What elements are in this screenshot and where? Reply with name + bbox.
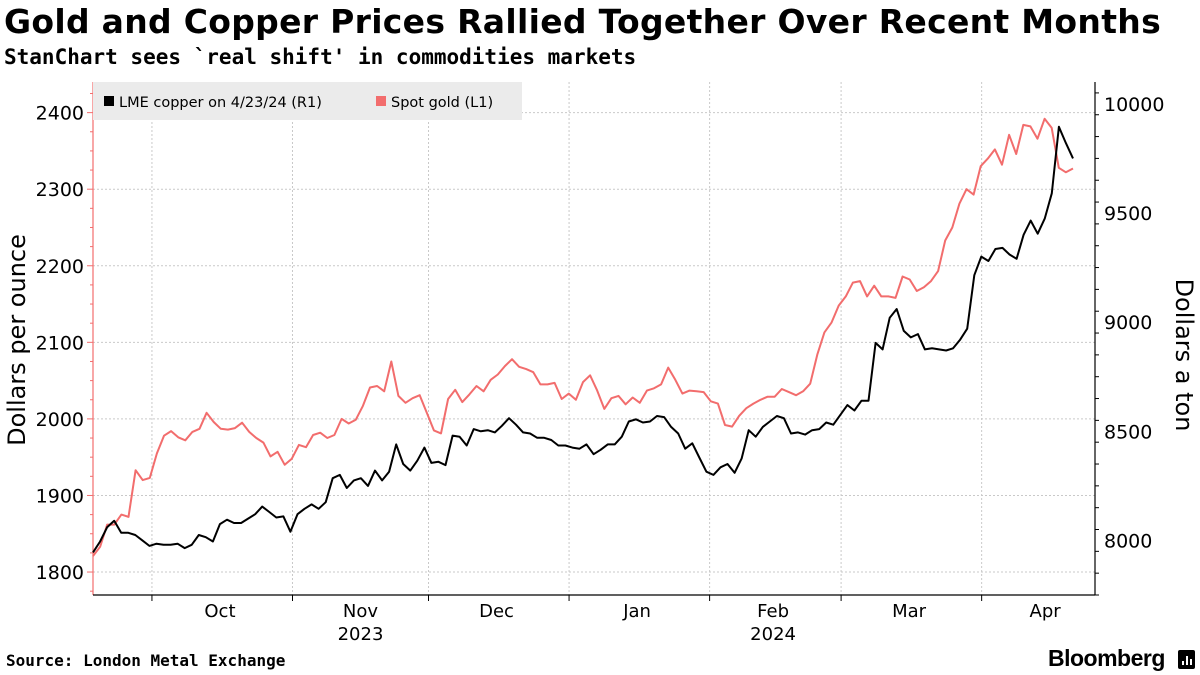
gridlines [93,82,1095,595]
axes [92,82,1096,596]
source-note: Source: London Metal Exchange [6,651,286,670]
left-axis-label: Dollars per ounce [3,234,31,446]
left-tick-label: 2100 [36,332,84,354]
x-tick-label: Mar [892,601,927,622]
x-tick-label: Jan [622,601,651,622]
left-tick-label: 2000 [36,409,84,431]
copper-price-line [92,125,1074,553]
legend: LME copper on 4/23/24 (R1) Spot gold (L1… [93,82,522,120]
left-tick-label: 2300 [36,179,84,201]
legend-background [93,82,522,120]
right-tick-label: 8000 [1104,530,1152,552]
right-tick-label: 9500 [1104,203,1152,225]
chart-subtitle: StanChart sees `real shift' in commoditi… [4,45,637,69]
legend-label-gold: Spot gold (L1) [391,95,493,111]
right-tick-label: 8500 [1104,421,1152,443]
left-tick-label: 2200 [36,256,84,278]
series-lines [92,117,1074,557]
right-axis-label: Dollars a ton [1170,279,1198,432]
legend-label-copper: LME copper on 4/23/24 (R1) [119,95,322,111]
left-tick-label: 1900 [36,485,84,507]
right-tick-label: 10000 [1104,94,1164,116]
x-tick-label: Oct [204,601,235,622]
x-year-label: 2023 [338,624,384,645]
bloomberg-logo: Bloomberg [1048,645,1165,671]
gold-price-line [92,117,1074,557]
x-tick-label: Nov [343,601,378,622]
bloomberg-chart-icon [1178,650,1195,669]
left-tick-label: 1800 [36,562,84,584]
legend-swatch-gold [376,96,386,106]
right-tick-label: 9000 [1104,312,1152,334]
x-tick-label: Apr [1030,601,1062,622]
x-tick-label: Dec [479,601,514,622]
left-tick-label: 2400 [36,103,84,125]
x-tick-label: Feb [757,601,789,622]
legend-swatch-copper [104,96,114,106]
x-year-label: 2024 [750,624,796,645]
x-axis-ticks: Oct Nov Dec Jan Feb Mar Apr 2023 2024 [151,595,1062,645]
left-axis-ticks: 1800 1900 2000 2100 2200 2300 2400 [36,92,93,592]
chart-title: Gold and Copper Prices Rallied Together … [4,2,1162,41]
right-axis-ticks: 8000 8500 9000 9500 10000 [1095,92,1164,596]
plot-background [93,82,1095,595]
